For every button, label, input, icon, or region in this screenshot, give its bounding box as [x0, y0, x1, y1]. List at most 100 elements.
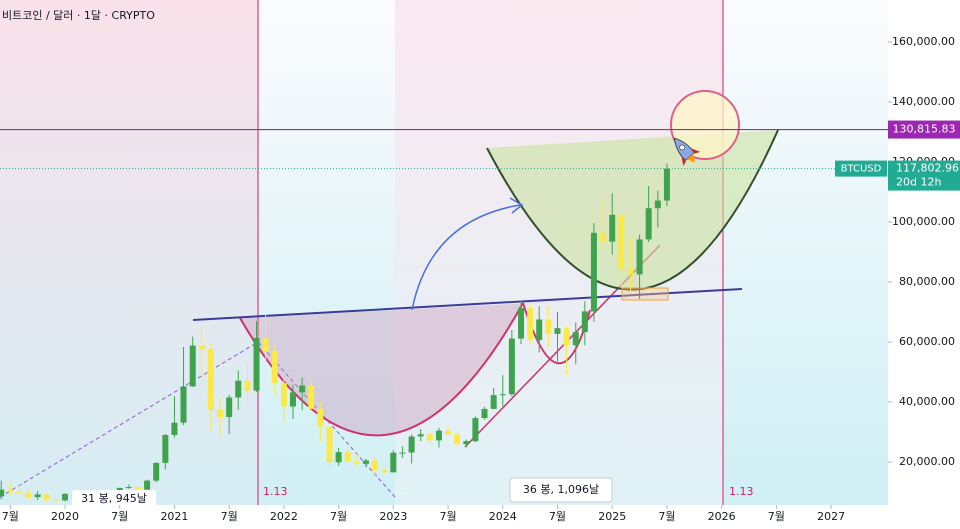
last-price-box	[888, 160, 960, 191]
annotation-box	[72, 490, 156, 507]
candles	[0, 163, 670, 511]
candle-body	[381, 470, 388, 473]
y-tick-label: 160,000.00	[892, 35, 955, 48]
x-tick-label: 2024	[489, 510, 517, 523]
annotation-box	[509, 477, 613, 503]
x-tick-label: 2027	[817, 510, 845, 523]
annotation: 1.13	[263, 485, 288, 498]
x-tick-label: 2026	[708, 510, 736, 523]
candle-body	[581, 311, 588, 333]
candle-body	[518, 308, 525, 339]
candle-body	[390, 452, 397, 473]
candle-body	[16, 491, 23, 494]
y-tick-label: 140,000.00	[892, 95, 955, 108]
candle-body	[326, 426, 333, 463]
candle-body	[362, 460, 369, 464]
candle-body	[536, 319, 543, 341]
candle-body	[125, 487, 132, 489]
x-tick-label: 7월	[111, 510, 128, 523]
candle-body	[253, 338, 260, 391]
candle-body	[545, 319, 552, 334]
y-tick-label: 100,000.00	[892, 215, 955, 228]
candle-body	[335, 452, 342, 463]
candle-body	[62, 493, 69, 501]
candle-body	[153, 462, 160, 481]
candle-body	[317, 408, 324, 427]
countdown-label: 20d 12h	[896, 176, 941, 189]
background	[0, 0, 888, 529]
candle-body	[344, 452, 351, 462]
candle-body	[563, 328, 570, 346]
candle-body	[645, 208, 652, 240]
candle-body	[353, 461, 360, 464]
candle-body	[426, 434, 433, 441]
candle-body	[508, 338, 515, 395]
price-axis	[888, 0, 960, 529]
candle-body	[189, 345, 196, 387]
candle-body	[445, 430, 452, 435]
candle-body	[217, 410, 224, 418]
candle-body	[25, 493, 32, 498]
candle-body	[472, 418, 479, 442]
axes: 20,000.00 40,000.00 60,000.00 80,000.00 100,…	[0, 35, 960, 523]
candle-body	[43, 494, 50, 500]
x-tick-label: 2020	[51, 510, 79, 523]
candle-body	[572, 332, 579, 346]
annotation: 31 봉, 945날	[81, 492, 147, 505]
candle-body	[280, 383, 287, 407]
rocket-icon	[673, 137, 701, 166]
candle-body	[271, 351, 278, 384]
annotation: 0	[400, 485, 407, 498]
candle-body	[198, 345, 205, 349]
chart-title: 비트코인 / 달러 · 1달 · CRYPTO	[2, 9, 155, 22]
x-tick-label: 2021	[160, 510, 188, 523]
candle-body	[226, 397, 233, 418]
price-line-label-box	[888, 120, 960, 139]
candle-body	[7, 489, 14, 492]
drawings	[670, 90, 740, 166]
drawings	[0, 129, 779, 498]
time-axis	[0, 505, 888, 529]
candle-body	[435, 430, 442, 441]
candle-body	[554, 328, 561, 334]
candle-body	[399, 452, 406, 454]
candle-body	[654, 200, 661, 209]
last-price-label: 117,802.96	[896, 162, 959, 175]
series-label: BTCUSD	[841, 164, 882, 175]
candle-body	[454, 434, 461, 445]
candle-body	[289, 392, 296, 407]
candle-body	[663, 168, 670, 201]
candle-body	[481, 408, 488, 419]
y-tick-label: 20,000.00	[899, 455, 955, 468]
y-tick-label: 80,000.00	[899, 275, 955, 288]
annotation: 1.13	[729, 485, 754, 498]
candle-body	[490, 395, 497, 409]
x-tick-label: 7월	[2, 510, 19, 523]
x-tick-label: 7월	[768, 510, 785, 523]
candle-body	[52, 499, 59, 501]
candle-body	[308, 385, 315, 409]
candle-body	[0, 489, 5, 497]
candle-body	[527, 308, 534, 341]
x-tick-label: 7월	[330, 510, 347, 523]
x-tick-label: 7월	[221, 510, 238, 523]
series-label-box	[835, 160, 887, 177]
candle-body	[135, 487, 142, 490]
x-tick-label: 7월	[439, 510, 456, 523]
x-tick-label: 2022	[270, 510, 298, 523]
x-tick-label: 2023	[379, 510, 407, 523]
candle-body	[618, 214, 625, 269]
candle-body	[408, 436, 415, 453]
candle-body	[162, 435, 169, 463]
x-tick-label: 7월	[658, 510, 675, 523]
candle-body	[636, 239, 643, 275]
price-line-label: 130,815.83	[893, 123, 956, 136]
candle-body	[299, 385, 306, 393]
candle-body	[171, 422, 178, 436]
candle-body	[627, 268, 634, 275]
x-tick-label: 2025	[598, 510, 626, 523]
candle-body	[235, 380, 242, 398]
candle-body	[600, 232, 607, 242]
candle-body	[34, 494, 41, 498]
